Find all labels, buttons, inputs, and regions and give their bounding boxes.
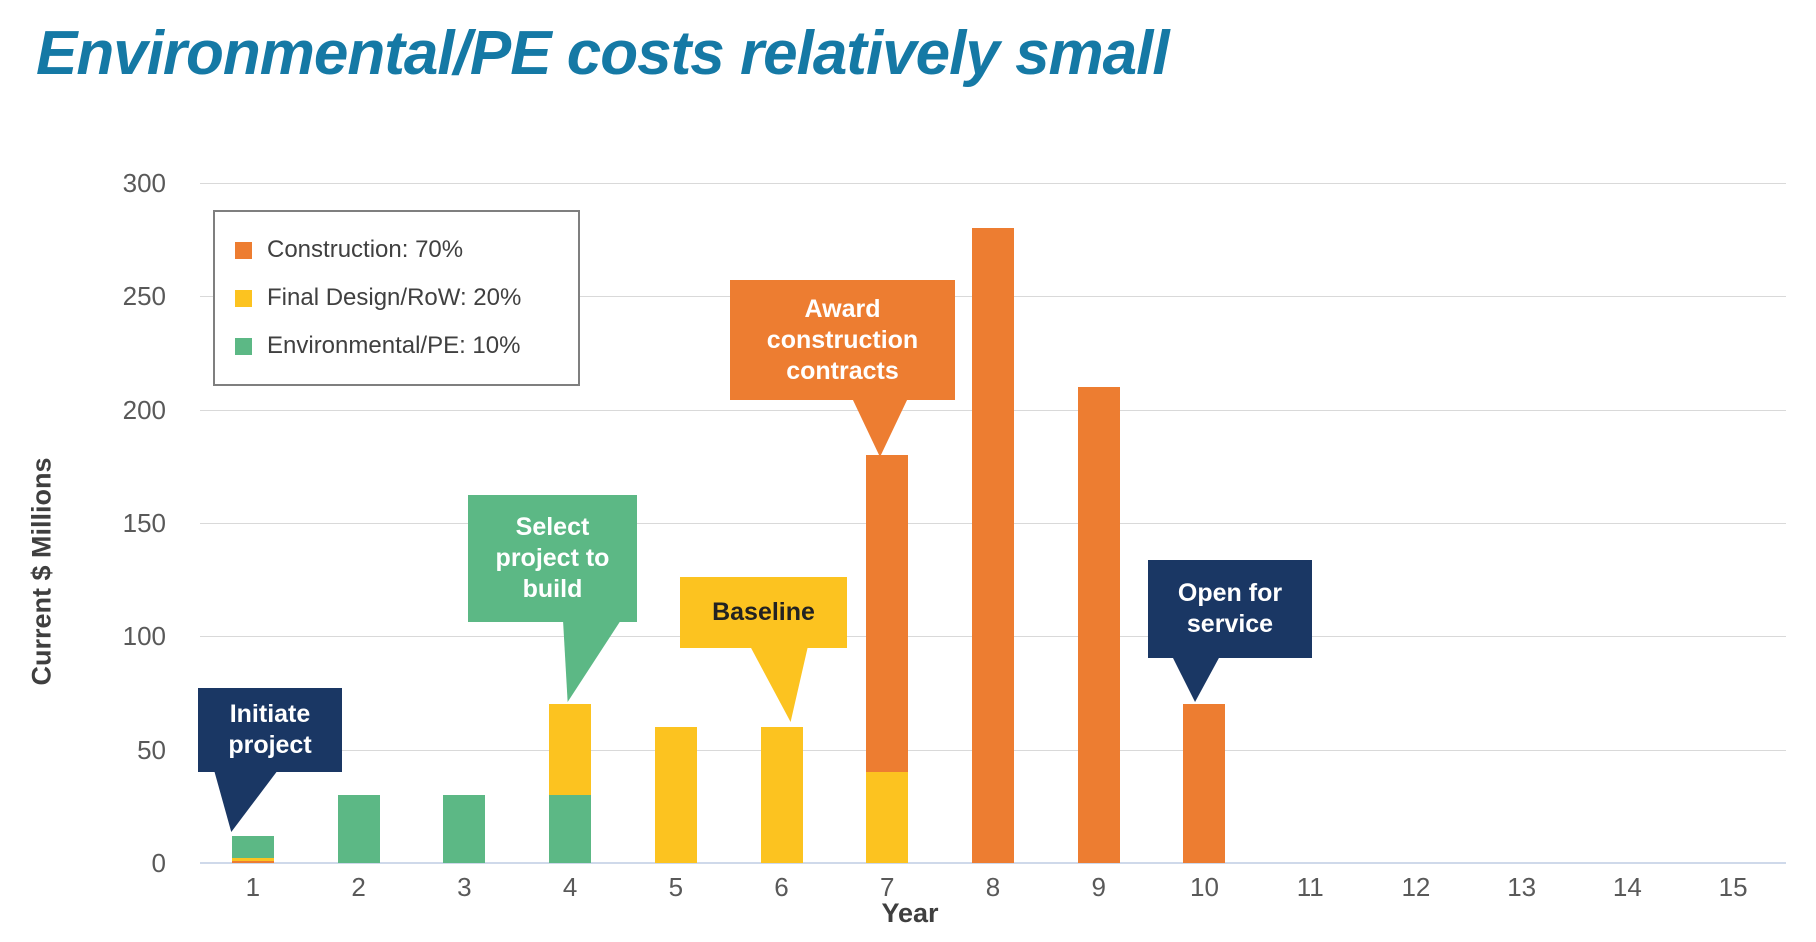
y-tick-label: 250 <box>122 281 166 312</box>
legend-label: Construction: 70% <box>267 236 464 263</box>
legend-item-final_design: Final Design/RoW: 20% <box>235 284 578 312</box>
callout-award-construction: Award construction contracts <box>730 280 955 400</box>
bar-segment-environmental <box>231 835 274 859</box>
x-tick-label: 3 <box>457 872 472 902</box>
bar-segment-final_design <box>866 772 909 863</box>
callout-select-project: Select project to build <box>468 495 637 622</box>
y-tick-label: 150 <box>122 508 166 538</box>
bar-segment-environmental <box>443 795 486 863</box>
x-tick-label: 8 <box>985 872 1001 902</box>
y-tick-label: 50 <box>137 734 166 765</box>
y-tick-label: 0 <box>151 848 166 878</box>
callout-open-for-service: Open for service <box>1148 560 1312 658</box>
bar-segment-construction <box>972 228 1014 863</box>
x-tick-label: 11 <box>1296 872 1324 902</box>
x-tick-label: 10 <box>1189 872 1219 902</box>
x-tick-label: 9 <box>1091 872 1106 902</box>
callout-initiate-project: Initiate project <box>198 688 342 772</box>
callout-baseline: Baseline <box>680 577 847 648</box>
legend-label: Environmental/PE: 10% <box>267 332 521 359</box>
y-tick-label: 200 <box>122 394 166 425</box>
y-tick-label: 100 <box>122 621 166 652</box>
legend-swatch-final_design <box>235 289 252 307</box>
bar-segment-environmental <box>549 795 592 863</box>
bar-segment-final_design <box>760 727 803 863</box>
legend-item-environmental: Environmental/PE: 10% <box>235 332 578 360</box>
legend-item-construction: Construction: 70% <box>235 236 578 264</box>
legend-swatch-environmental <box>235 337 252 355</box>
x-tick-label: 1 <box>245 872 261 902</box>
x-tick-label: 4 <box>562 872 578 902</box>
x-tick-label: 13 <box>1507 872 1537 902</box>
bar-segment-construction <box>1183 704 1226 863</box>
bar-segment-construction <box>231 860 274 863</box>
legend-swatch-construction <box>235 241 252 259</box>
bar-segment-final_design <box>231 858 274 861</box>
y-axis-title: Current $ Millions <box>26 457 57 686</box>
x-tick-label: 12 <box>1401 872 1431 902</box>
x-tick-label: 2 <box>351 872 366 902</box>
x-tick-label: 14 <box>1612 872 1642 902</box>
gridline <box>200 183 1786 184</box>
legend-label: Final Design/RoW: 20% <box>267 284 522 311</box>
x-tick-label: 6 <box>774 872 789 902</box>
bar-segment-construction <box>1077 387 1120 863</box>
bar-segment-final_design <box>549 704 592 795</box>
page-title: Environmental/PE costs relatively small <box>36 19 1170 88</box>
x-tick-label: 5 <box>668 872 684 902</box>
y-tick-label: 300 <box>122 168 166 198</box>
x-axis-title: Year <box>881 898 939 928</box>
x-tick-label: 7 <box>880 872 895 902</box>
bar-segment-final_design <box>654 727 697 863</box>
x-axis-line <box>200 862 1786 864</box>
x-tick-label: 15 <box>1718 872 1748 902</box>
bar-segment-construction <box>866 455 909 773</box>
legend: Construction: 70% Final Design/RoW: 20% En… <box>213 210 580 386</box>
bar-segment-environmental <box>337 795 380 863</box>
